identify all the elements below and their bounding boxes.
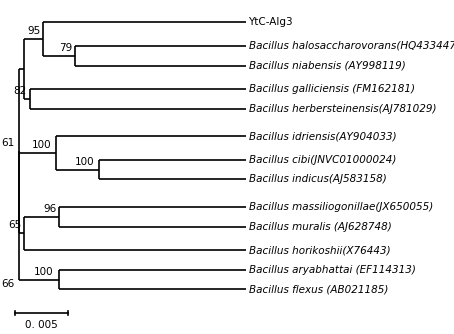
Text: 66: 66 xyxy=(1,279,15,289)
Text: 82: 82 xyxy=(14,86,27,96)
Text: Bacillus niabensis (AY998119): Bacillus niabensis (AY998119) xyxy=(248,60,405,70)
Text: Bacillus flexus (AB021185): Bacillus flexus (AB021185) xyxy=(248,284,388,294)
Text: Bacillus aryabhattai (EF114313): Bacillus aryabhattai (EF114313) xyxy=(248,265,415,275)
Text: 95: 95 xyxy=(27,26,40,36)
Text: Bacillus indicus(AJ583158): Bacillus indicus(AJ583158) xyxy=(248,174,386,184)
Text: Bacillus massiliogonillae(JX650055): Bacillus massiliogonillae(JX650055) xyxy=(248,202,433,212)
Text: Bacillus halosaccharovorans(HQ433447): Bacillus halosaccharovorans(HQ433447) xyxy=(248,41,454,51)
Text: 100: 100 xyxy=(74,157,94,167)
Text: Bacillus muralis (AJ628748): Bacillus muralis (AJ628748) xyxy=(248,221,391,231)
Text: Bacillus cibi(JNVC01000024): Bacillus cibi(JNVC01000024) xyxy=(248,155,396,165)
Text: 61: 61 xyxy=(1,138,15,148)
Text: 0. 005: 0. 005 xyxy=(25,320,58,330)
Text: YtC-Alg3: YtC-Alg3 xyxy=(248,17,293,27)
Text: 100: 100 xyxy=(31,140,51,150)
Text: Bacillus galliciensis (FM162181): Bacillus galliciensis (FM162181) xyxy=(248,84,415,94)
Text: 96: 96 xyxy=(43,204,56,214)
Text: Bacillus horikoshii(X76443): Bacillus horikoshii(X76443) xyxy=(248,245,390,255)
Text: 65: 65 xyxy=(8,220,21,230)
Text: Bacillus idriensis(AY904033): Bacillus idriensis(AY904033) xyxy=(248,131,396,141)
Text: 100: 100 xyxy=(34,267,54,277)
Text: 79: 79 xyxy=(59,43,73,53)
Text: Bacillus herbersteinensis(AJ781029): Bacillus herbersteinensis(AJ781029) xyxy=(248,104,436,114)
